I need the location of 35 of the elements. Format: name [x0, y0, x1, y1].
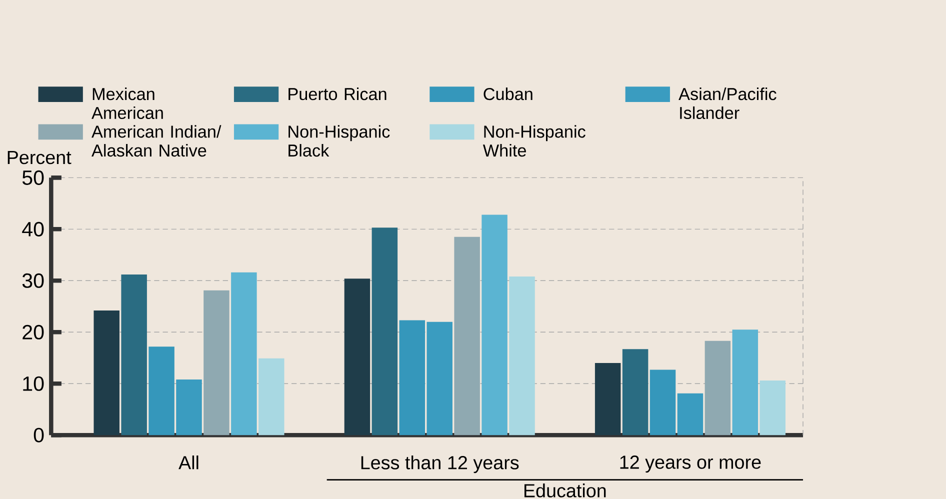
bar: [732, 330, 758, 436]
bar: [677, 393, 704, 436]
bar: [482, 214, 508, 436]
bar: [344, 278, 370, 436]
y-tick-label: 20: [22, 324, 44, 340]
x-tick-label: 12 years or more: [620, 455, 761, 473]
bar: [704, 340, 731, 436]
text: Education: [524, 483, 606, 498]
bar: [594, 362, 621, 436]
y-tick-label: 30: [22, 273, 44, 288]
bar: [204, 290, 230, 436]
legend-label: Cuban: [484, 88, 532, 100]
bar: [509, 276, 535, 436]
y-tick-label: 40: [22, 222, 44, 236]
bar: [650, 370, 676, 436]
x-tick-label: All: [178, 455, 198, 470]
bar: [622, 349, 648, 436]
y-axis-title: Percent: [8, 150, 72, 164]
bar: [94, 310, 120, 436]
legend-label: Mexican American: [92, 88, 163, 119]
legend-label: Puerto Rican: [288, 88, 386, 100]
legend-label: American Indian/ Alaskan Native: [92, 125, 222, 157]
legend-label: Non-Hispanic Black: [288, 125, 390, 157]
bar: [372, 228, 398, 436]
y-tick-label: 50: [22, 170, 44, 185]
legend-label: Asian/Pacific Islander: [678, 88, 776, 119]
bar: [121, 274, 147, 436]
bar: [760, 380, 786, 436]
y-tick-label: 0: [34, 428, 44, 442]
y-tick-label: 10: [23, 376, 44, 391]
bar: [231, 272, 257, 436]
bar: [454, 236, 480, 436]
x-tick-label: Less than 12 years: [361, 455, 519, 474]
legend-label: Non-Hispanic White: [482, 125, 586, 157]
bar: [258, 358, 284, 436]
